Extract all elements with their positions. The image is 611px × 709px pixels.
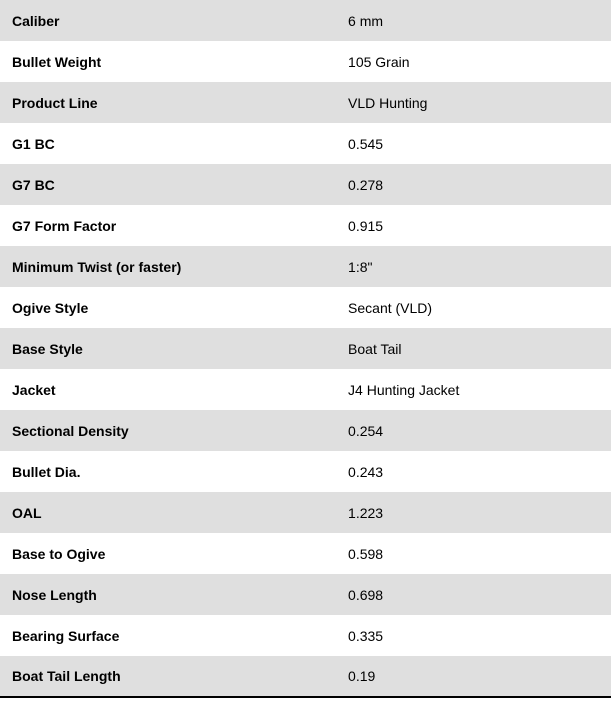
spec-value: 0.698 bbox=[336, 574, 611, 615]
spec-label: Ogive Style bbox=[0, 287, 336, 328]
table-row: Base to Ogive 0.598 bbox=[0, 533, 611, 574]
spec-value: 0.915 bbox=[336, 205, 611, 246]
spec-value: 0.243 bbox=[336, 451, 611, 492]
spec-label: OAL bbox=[0, 492, 336, 533]
spec-label: Nose Length bbox=[0, 574, 336, 615]
table-row: Bullet Weight 105 Grain bbox=[0, 41, 611, 82]
spec-value: 0.335 bbox=[336, 615, 611, 656]
table-row: Bullet Dia. 0.243 bbox=[0, 451, 611, 492]
table-row: Caliber 6 mm bbox=[0, 0, 611, 41]
specs-tbody: Caliber 6 mm Bullet Weight 105 Grain Pro… bbox=[0, 0, 611, 697]
spec-label: Boat Tail Length bbox=[0, 656, 336, 697]
table-row: Boat Tail Length 0.19 bbox=[0, 656, 611, 697]
spec-value: VLD Hunting bbox=[336, 82, 611, 123]
table-row: Product Line VLD Hunting bbox=[0, 82, 611, 123]
table-row: Base Style Boat Tail bbox=[0, 328, 611, 369]
spec-label: G7 BC bbox=[0, 164, 336, 205]
spec-label: Minimum Twist (or faster) bbox=[0, 246, 336, 287]
table-row: G7 Form Factor 0.915 bbox=[0, 205, 611, 246]
spec-value: 6 mm bbox=[336, 0, 611, 41]
spec-value: 0.254 bbox=[336, 410, 611, 451]
spec-value: 0.598 bbox=[336, 533, 611, 574]
table-row: OAL 1.223 bbox=[0, 492, 611, 533]
table-row: G1 BC 0.545 bbox=[0, 123, 611, 164]
spec-label: Jacket bbox=[0, 369, 336, 410]
spec-label: G7 Form Factor bbox=[0, 205, 336, 246]
table-row: Bearing Surface 0.335 bbox=[0, 615, 611, 656]
spec-value: 0.19 bbox=[336, 656, 611, 697]
spec-label: Bullet Dia. bbox=[0, 451, 336, 492]
spec-value: Secant (VLD) bbox=[336, 287, 611, 328]
specs-table: Caliber 6 mm Bullet Weight 105 Grain Pro… bbox=[0, 0, 611, 698]
spec-value: 105 Grain bbox=[336, 41, 611, 82]
spec-label: Product Line bbox=[0, 82, 336, 123]
spec-label: Base to Ogive bbox=[0, 533, 336, 574]
spec-label: Base Style bbox=[0, 328, 336, 369]
spec-value: 1:8" bbox=[336, 246, 611, 287]
table-row: Jacket J4 Hunting Jacket bbox=[0, 369, 611, 410]
spec-label: G1 BC bbox=[0, 123, 336, 164]
table-row: G7 BC 0.278 bbox=[0, 164, 611, 205]
table-row: Ogive Style Secant (VLD) bbox=[0, 287, 611, 328]
table-row: Minimum Twist (or faster) 1:8" bbox=[0, 246, 611, 287]
table-row: Sectional Density 0.254 bbox=[0, 410, 611, 451]
spec-value: J4 Hunting Jacket bbox=[336, 369, 611, 410]
spec-label: Caliber bbox=[0, 0, 336, 41]
spec-value: 0.545 bbox=[336, 123, 611, 164]
spec-value: Boat Tail bbox=[336, 328, 611, 369]
spec-value: 0.278 bbox=[336, 164, 611, 205]
spec-label: Bearing Surface bbox=[0, 615, 336, 656]
spec-label: Sectional Density bbox=[0, 410, 336, 451]
spec-value: 1.223 bbox=[336, 492, 611, 533]
table-row: Nose Length 0.698 bbox=[0, 574, 611, 615]
spec-label: Bullet Weight bbox=[0, 41, 336, 82]
